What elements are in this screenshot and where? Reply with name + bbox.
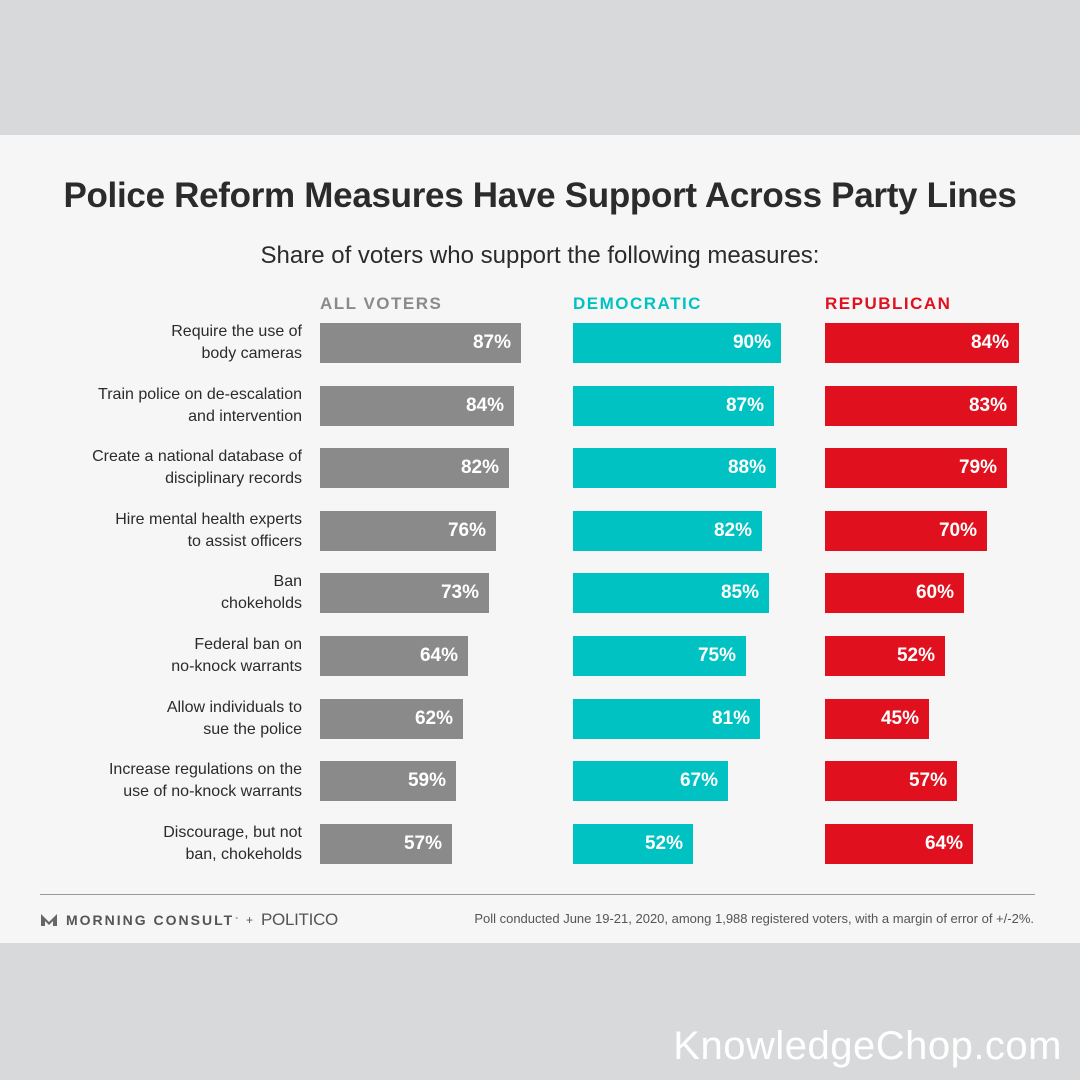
category-label-line: ban, chokeholds — [185, 846, 302, 863]
bar — [825, 761, 957, 801]
bar — [573, 636, 746, 676]
bar — [825, 448, 1007, 488]
bar — [573, 511, 762, 551]
bar-value-label: 82% — [460, 457, 499, 478]
category-label: Train police on de-escalation and interve… — [40, 384, 302, 428]
bar-value-label: 52% — [896, 645, 935, 666]
bar-value-label: 85% — [720, 582, 759, 603]
bar — [573, 573, 769, 613]
bar — [320, 323, 521, 363]
bar — [573, 448, 776, 488]
series-header-all-voters: ALL VOTERS — [320, 294, 443, 313]
category-label-line: disciplinary records — [165, 470, 302, 487]
trademark-mark: ° — [235, 916, 238, 924]
bar-value-label: 84% — [970, 332, 1009, 353]
bar-value-label: 87% — [472, 332, 511, 353]
morning-consult-icon — [41, 914, 57, 926]
bar-value-label: 57% — [908, 770, 947, 791]
bar — [320, 448, 509, 488]
category-label-line: chokeholds — [221, 595, 302, 612]
bar — [825, 573, 964, 613]
series-header-republican: REPUBLICAN — [825, 294, 952, 313]
category-label-line: Increase regulations on the — [108, 761, 302, 778]
bar-value-label: 76% — [447, 520, 486, 541]
bar-value-label: 62% — [414, 708, 453, 729]
category-label: Allow individuals to sue the police — [40, 697, 302, 741]
bar-value-label: 57% — [403, 833, 442, 854]
bar — [320, 573, 489, 613]
category-label-line: use of no-knock warrants — [123, 783, 302, 800]
footer-divider — [40, 894, 1035, 895]
watermark: KnowledgeChop.com — [673, 1024, 1062, 1068]
bar — [825, 386, 1017, 426]
bar — [320, 824, 452, 864]
brand-logos: MORNING CONSULT ° + POLITICO — [40, 909, 338, 931]
bar-value-label: 82% — [713, 520, 752, 541]
category-label-line: sue the police — [203, 721, 302, 738]
bar — [825, 636, 945, 676]
bar-value-label: 90% — [732, 332, 771, 353]
bar-value-label: 79% — [958, 457, 997, 478]
category-label: Ban chokeholds — [40, 571, 302, 615]
category-label-line: Hire mental health experts — [115, 511, 302, 528]
category-label-line: body cameras — [201, 345, 303, 362]
bar-value-label: 88% — [727, 457, 766, 478]
bar-value-label: 59% — [407, 770, 446, 791]
chart-subtitle: Share of voters who support the followin… — [260, 242, 820, 269]
category-label-line: no-knock warrants — [171, 658, 302, 675]
category-label: Increase regulations on the use of no-kno… — [40, 759, 302, 803]
bar — [573, 699, 760, 739]
bar-value-label: 73% — [440, 582, 479, 603]
bar-value-label: 60% — [915, 582, 954, 603]
bar — [573, 761, 728, 801]
plus-sign: + — [246, 913, 254, 927]
bar-value-label: 67% — [679, 770, 718, 791]
bar — [825, 699, 929, 739]
bar — [573, 386, 774, 426]
bar-value-label: 64% — [419, 645, 458, 666]
bar — [573, 323, 781, 363]
bar-value-label: 83% — [968, 395, 1007, 416]
category-label: Require the use of body cameras — [40, 321, 302, 365]
bar-value-label: 45% — [880, 708, 919, 729]
bar — [320, 699, 463, 739]
bar — [320, 761, 456, 801]
category-label-line: Allow individuals to — [166, 699, 302, 716]
politico-logo-text: POLITICO — [261, 910, 338, 929]
bar-value-label: 87% — [725, 395, 764, 416]
category-label: Federal ban on no-knock warrants — [40, 634, 302, 678]
category-label-line: and intervention — [188, 408, 302, 425]
bar-value-label: 64% — [924, 833, 963, 854]
bar — [573, 824, 693, 864]
category-label-line: Federal ban on — [194, 636, 302, 653]
chart-title: Police Reform Measures Have Support Acro… — [63, 176, 1017, 215]
category-label: Hire mental health experts to assist offi… — [40, 509, 302, 553]
bar — [320, 386, 514, 426]
bar-value-label: 84% — [465, 395, 504, 416]
series-header-democratic: DEMOCRATIC — [573, 294, 702, 313]
morning-consult-logo-text: MORNING CONSULT — [66, 912, 235, 928]
bar-value-label: 75% — [697, 645, 736, 666]
bar-value-label: 52% — [644, 833, 683, 854]
category-label: Create a national database of disciplinar… — [40, 446, 302, 490]
bar — [825, 824, 973, 864]
category-label-line: Train police on de-escalation — [98, 386, 302, 403]
bar-value-label: 70% — [938, 520, 977, 541]
bar — [320, 511, 496, 551]
category-label-line: Create a national database of — [92, 448, 302, 465]
methodology-note: Poll conducted June 19-21, 2020, among 1… — [474, 911, 1034, 926]
bar-value-label: 81% — [711, 708, 750, 729]
category-label-line: Require the use of — [171, 323, 302, 340]
category-label-line: Discourage, but not — [163, 824, 302, 841]
bar — [320, 636, 468, 676]
category-label-line: Ban — [273, 573, 302, 590]
category-label: Discourage, but not ban, chokeholds — [40, 822, 302, 866]
category-label-line: to assist officers — [187, 533, 302, 550]
bar — [825, 323, 1019, 363]
bar — [825, 511, 987, 551]
